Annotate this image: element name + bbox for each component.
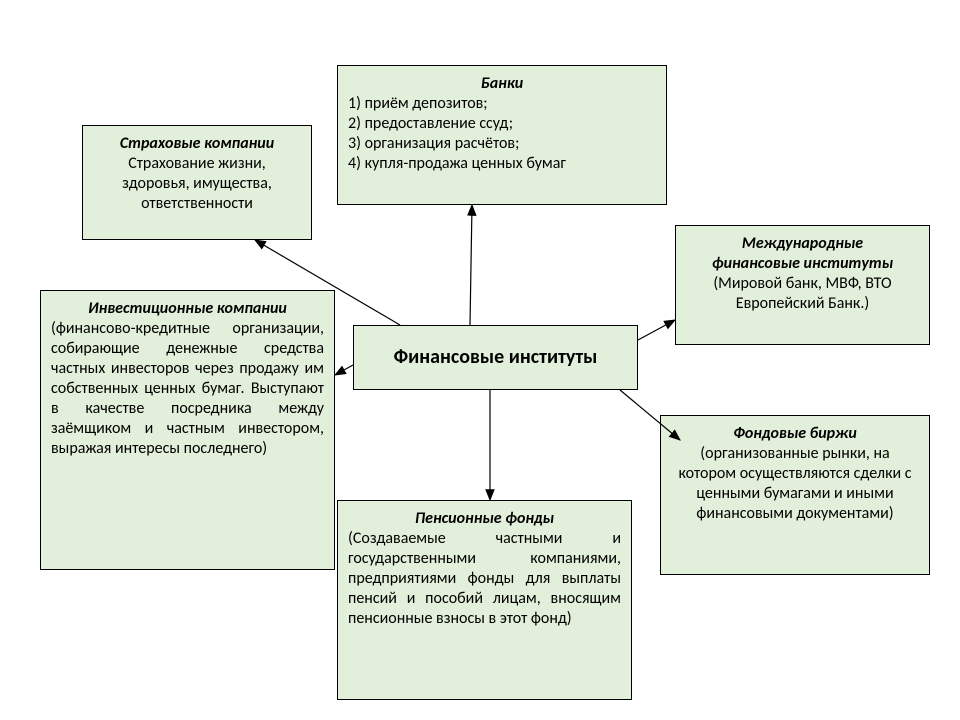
- banks-title: Банки: [348, 74, 656, 94]
- banks-line-3: 3) организация расчётов;: [348, 134, 656, 154]
- node-pension: Пенсионные фонды (Создаваемые частными и…: [337, 500, 632, 700]
- international-title-2: финансовые институты: [686, 254, 919, 274]
- international-body: (Мировой банк, МВФ, ВТО Европейский Банк…: [686, 274, 919, 314]
- node-banks: Банки 1) приём депозитов; 2) предоставле…: [337, 65, 667, 205]
- banks-line-2: 2) предоставление ссуд;: [348, 114, 656, 134]
- node-insurance: Страховые компании Страхование жизни, зд…: [82, 125, 312, 240]
- banks-line-4: 4) купля-продажа ценных бумаг: [348, 154, 656, 174]
- center-label: Финансовые институты: [394, 345, 598, 370]
- stock-title: Фондовые биржи: [671, 424, 919, 444]
- pension-body: (Создаваемые частными и государственными…: [348, 529, 621, 629]
- international-title-1: Международные: [686, 234, 919, 254]
- node-international: Международные финансовые институты (Миро…: [675, 225, 930, 345]
- center-node: Финансовые институты: [353, 325, 638, 390]
- pension-title: Пенсионные фонды: [348, 509, 621, 529]
- insurance-title: Страховые компании: [93, 134, 301, 154]
- node-investment: Инвестиционные компании (финансово-креди…: [40, 290, 335, 570]
- stock-body: (организованные рынки, на котором осущес…: [671, 444, 919, 524]
- investment-body: (финансово-кредитные организации, собира…: [51, 319, 324, 459]
- banks-line-1: 1) приём депозитов;: [348, 94, 656, 114]
- insurance-body: Страхование жизни, здоровья, имущества, …: [93, 154, 301, 214]
- node-stock: Фондовые биржи (организованные рынки, на…: [660, 415, 930, 575]
- investment-title: Инвестиционные компании: [51, 299, 324, 319]
